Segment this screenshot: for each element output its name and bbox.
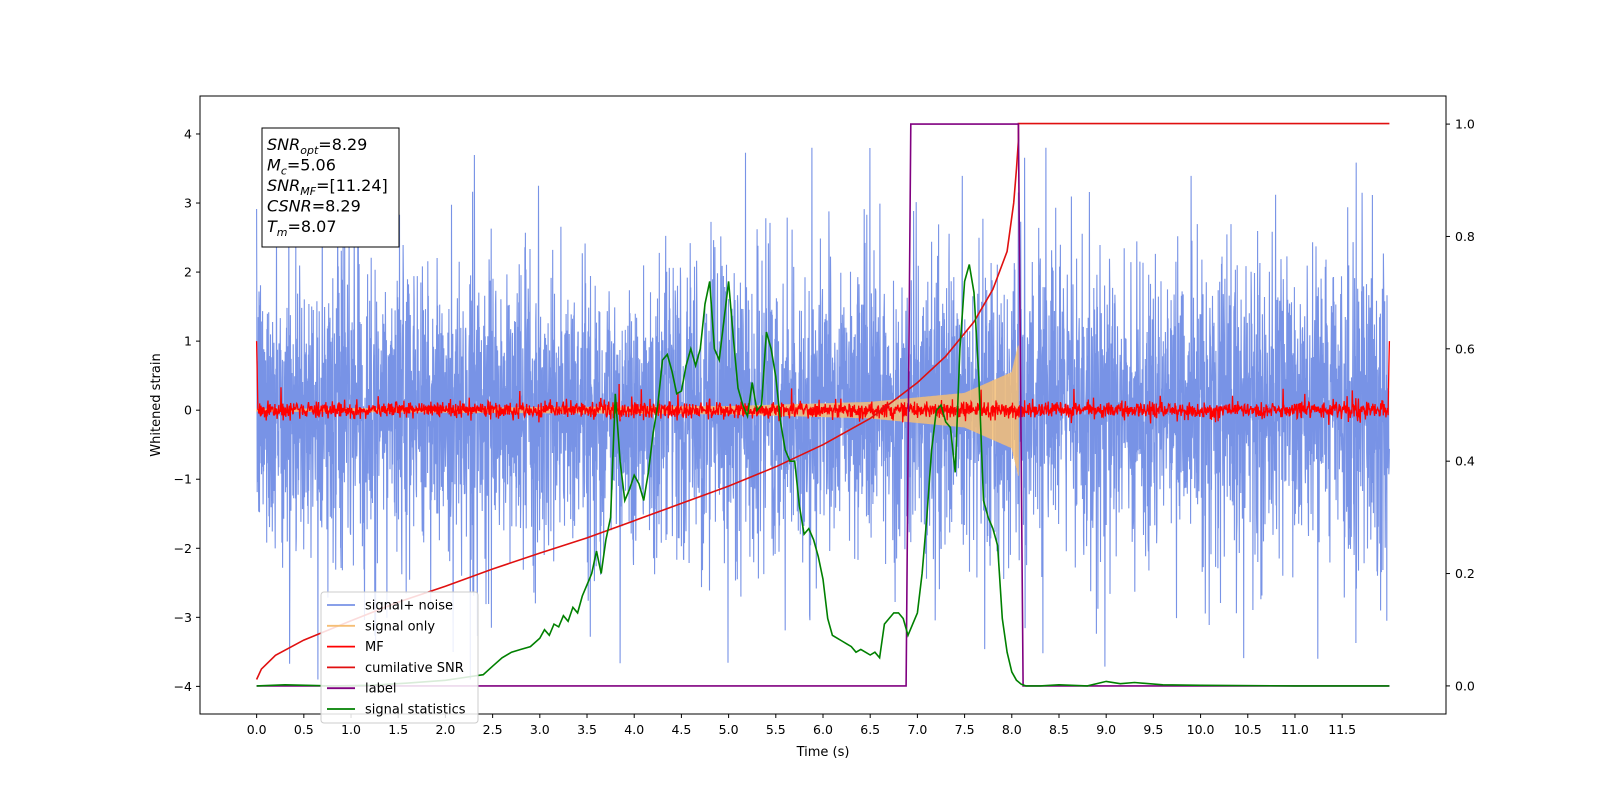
y-tick-label: −2 — [174, 541, 192, 556]
y-tick-label: 2 — [184, 265, 192, 280]
legend-label: signal+ noise — [365, 599, 453, 614]
x-tick-label: 4.5 — [671, 722, 691, 737]
annotation-line: CSNR=8.29 — [267, 197, 361, 216]
x-tick-label: 5.5 — [766, 722, 786, 737]
legend-frame — [320, 591, 479, 724]
x-tick-label: 5.0 — [719, 722, 739, 737]
series-signal-noise — [256, 147, 1390, 680]
annotation-line: Mc=5.06 — [267, 156, 336, 178]
x-tick-label: 6.0 — [813, 722, 833, 737]
x-tick-label: 3.5 — [577, 722, 597, 737]
y-tick-label: −4 — [174, 679, 192, 694]
annotation-box: SNRopt=8.29Mc=5.06SNRMF=[11.24]CSNR=8.29… — [261, 127, 400, 248]
annotation-line: Tm=8.07 — [267, 217, 337, 239]
legend-label: signal statistics — [365, 703, 466, 718]
series-mf — [255, 341, 1391, 425]
y-axis-right: 0.0 0.2 0.4 0.6 0.8 1.0 — [1446, 117, 1475, 693]
x-tick-label: 3.0 — [530, 722, 550, 737]
x-axis: 0.0 0.5 1.0 1.5 2.0 2.5 3.0 3.5 4.0 4.5 5.0 5.5 6.0 6… — [247, 714, 1356, 737]
x-tick-label: 1.5 — [388, 722, 408, 737]
y-tick-label: 3 — [184, 196, 192, 211]
x-tick-label: 2.5 — [483, 722, 503, 737]
x-tick-label: 7.0 — [907, 722, 927, 737]
legend-label: label — [365, 682, 396, 697]
y2-tick-label: 0.2 — [1455, 566, 1475, 581]
y-tick-label: −3 — [174, 610, 192, 625]
x-tick-label: 10.5 — [1234, 722, 1262, 737]
x-tick-label: 0.0 — [247, 722, 267, 737]
y2-tick-label: 1.0 — [1455, 117, 1475, 132]
x-tick-label: 4.0 — [624, 722, 644, 737]
y2-tick-label: 0.0 — [1455, 678, 1475, 693]
legend-label: signal only — [365, 619, 435, 634]
annotation-frame — [261, 127, 400, 248]
x-tick-label: 0.5 — [294, 722, 314, 737]
x-tick-label: 11.0 — [1281, 722, 1309, 737]
y2-tick-label: 0.4 — [1455, 454, 1475, 469]
x-tick-label: 10.0 — [1187, 722, 1215, 737]
y2-tick-label: 0.8 — [1455, 229, 1475, 244]
y-axis-label: Whitened strain — [149, 353, 164, 456]
series-signal-statistics — [256, 264, 1390, 687]
x-tick-label: 6.5 — [860, 722, 880, 737]
x-tick-label: 9.5 — [1143, 722, 1163, 737]
y-tick-label: −1 — [174, 472, 192, 487]
x-tick-label: 7.5 — [955, 722, 975, 737]
y-tick-label: 4 — [184, 126, 192, 141]
x-tick-label: 9.0 — [1096, 722, 1116, 737]
y-tick-label: 1 — [184, 334, 192, 349]
legend: signal+ noise signal only MF cumilative SNR… — [320, 591, 479, 724]
x-tick-label: 8.5 — [1049, 722, 1069, 737]
x-tick-label: 8.0 — [1002, 722, 1022, 737]
x-axis-label: Time (s) — [796, 745, 850, 760]
y-tick-label: 0 — [184, 403, 192, 418]
x-tick-label: 11.5 — [1328, 722, 1356, 737]
legend-label: cumilative SNR — [365, 661, 464, 676]
annotation-line: SNRMF=[11.24] — [267, 176, 388, 198]
y-axis-left: −4 −3 −2 −1 0 1 2 3 4 — [174, 126, 200, 694]
legend-label: MF — [365, 640, 384, 655]
annotation-line: SNRopt=8.29 — [267, 135, 367, 157]
x-tick-label: 1.0 — [341, 722, 361, 737]
x-tick-label: 2.0 — [435, 722, 455, 737]
y2-tick-label: 0.6 — [1455, 341, 1475, 356]
